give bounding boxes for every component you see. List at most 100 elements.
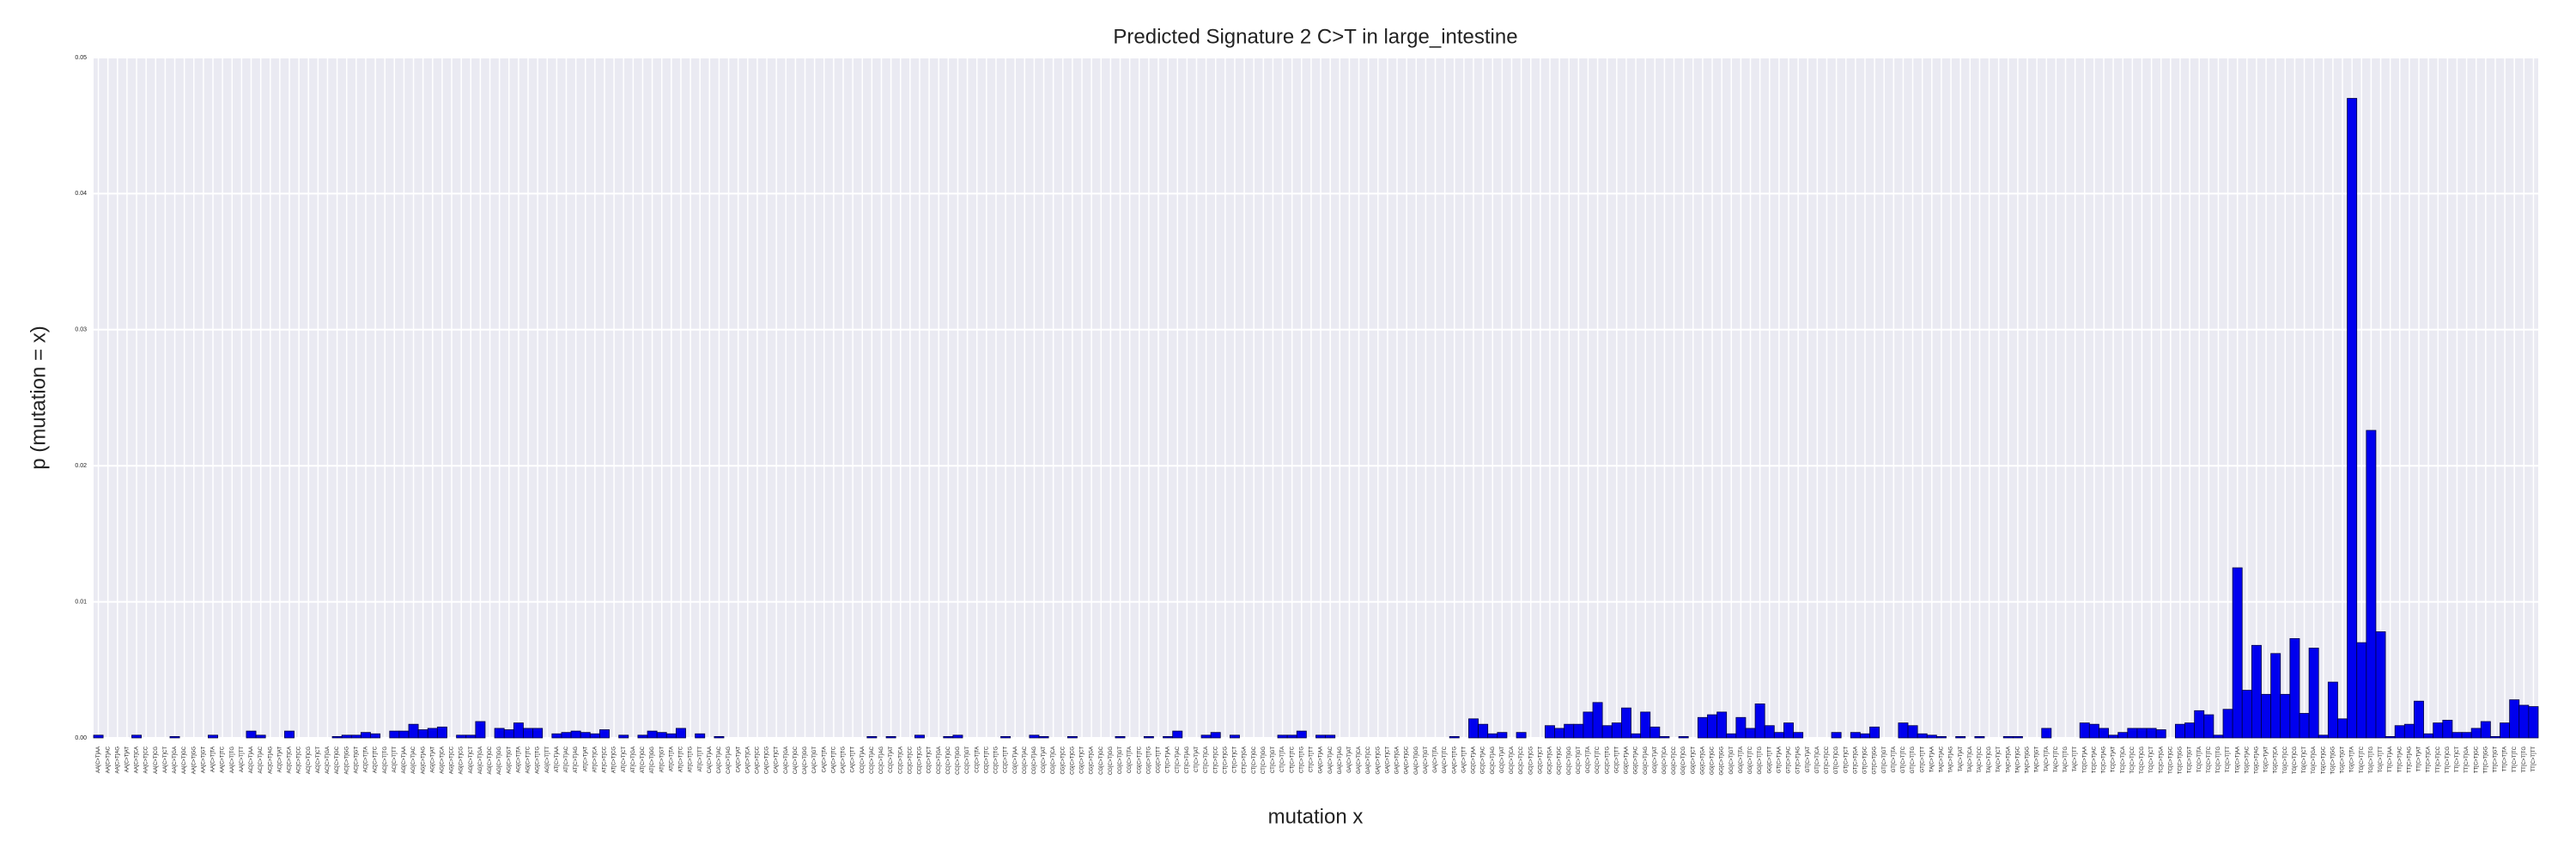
x-tick-label: GA[C>T]GG xyxy=(1414,746,1419,775)
x-tick-label: CG[C>T]AT xyxy=(1042,746,1047,773)
x-tick-label: GG[C>T]TT xyxy=(1767,746,1772,774)
bar xyxy=(341,734,352,739)
bar xyxy=(131,734,143,739)
bar xyxy=(1793,732,1804,739)
x-tick-label: AA[C>T]CC xyxy=(144,746,149,773)
x-tick-label: TA[C>T]CT xyxy=(1996,746,2002,772)
bar xyxy=(2509,699,2520,739)
x-tick-label: GG[C>T]GG xyxy=(1720,746,1725,776)
x-tick-label: AA[C>T]TC xyxy=(221,746,226,773)
bar xyxy=(561,732,572,739)
bar xyxy=(2146,728,2157,739)
x-tick-label: CG[C>T]AG xyxy=(1032,746,1037,775)
bar xyxy=(2308,648,2319,739)
x-tick-label: GG[C>T]CC xyxy=(1672,746,1677,775)
x-tick-label: TG[C>T]CT xyxy=(2302,746,2307,774)
bar xyxy=(2414,700,2424,739)
bar xyxy=(2356,642,2367,739)
x-tick-label: TA[C>T]AT xyxy=(1959,746,1964,772)
bar xyxy=(2127,728,2138,739)
x-tick-label: AG[C>T]TA xyxy=(516,746,521,773)
x-tick-label: AA[C>T]GT xyxy=(201,746,206,774)
bar xyxy=(695,733,706,739)
bar xyxy=(580,732,591,739)
bar xyxy=(2299,713,2310,739)
bar xyxy=(1907,725,1918,739)
x-tick-label: GT[C>T]CT xyxy=(1844,746,1849,774)
x-tick-label: AC[C>T]GG xyxy=(344,746,349,775)
x-tick-label: CG[C>T]GG xyxy=(1109,746,1114,776)
x-tick-label: TA[C>T]TT xyxy=(2073,746,2078,772)
x-tick-label: TC[C>T]GT xyxy=(2188,746,2193,774)
x-tick-label: AC[C>T]TT xyxy=(392,746,398,773)
bar xyxy=(2280,693,2291,739)
x-tick-label: TG[C>T]TA xyxy=(2350,746,2355,772)
bar xyxy=(1230,734,1240,739)
bar xyxy=(570,730,581,739)
x-tick-label: TA[C>T]GA xyxy=(2006,746,2011,773)
bar xyxy=(2423,733,2434,739)
bar xyxy=(1850,732,1861,739)
x-tick-label: CC[C>T]AC xyxy=(870,746,875,774)
x-tick-label: TA[C>T]TA xyxy=(2044,746,2050,771)
x-tick-label: TT[C>T]AA xyxy=(2388,746,2393,772)
bar xyxy=(1869,726,1880,739)
x-tick-label: AA[C>T]AT xyxy=(125,746,131,772)
x-tick-label: CA[C>T]GT xyxy=(812,746,817,774)
x-tick-label: GA[C>T]AG xyxy=(1338,746,1343,775)
x-tick-label: AC[C>T]GC xyxy=(335,746,340,774)
x-tick-label: CG[C>T]AA xyxy=(1013,746,1018,774)
x-tick-label: AG[C>T]CG xyxy=(459,746,465,775)
bar xyxy=(2394,725,2405,739)
x-tick-label: AT[C>T]GA xyxy=(631,746,636,773)
x-tick-label: GT[C>T]CA xyxy=(1815,746,1820,774)
bar xyxy=(618,734,629,739)
x-tick-label: GA[C>T]AA xyxy=(1319,746,1324,774)
x-tick-label: CA[C>T]TC xyxy=(831,746,836,773)
x-tick-label: TG[C>T]TT xyxy=(2379,746,2384,773)
bar xyxy=(1601,725,1613,739)
bar xyxy=(1468,718,1479,739)
x-tick-label: TT[C>T]GG xyxy=(2483,746,2488,774)
bar xyxy=(1545,725,1555,739)
x-tick-label: TT[C>T]GT xyxy=(2494,746,2499,773)
x-tick-label: GC[C>T]AG xyxy=(1491,746,1496,775)
x-tick-label: GG[C>T]AG xyxy=(1643,746,1649,775)
bar xyxy=(1716,711,1728,739)
x-tick-label: TC[C>T]CG xyxy=(2140,746,2145,774)
x-tick-label: TT[C>T]TG xyxy=(2522,746,2527,773)
x-tick-label: GC[C>T]CT xyxy=(1538,746,1543,774)
x-tick-label: CT[C>T]TA xyxy=(1280,746,1285,772)
x-tick-label: TA[C>T]CC xyxy=(1978,746,1983,772)
bar xyxy=(2002,736,2014,739)
x-tick-label: AT[C>T]GG xyxy=(650,746,655,774)
x-tick-label: CG[C>T]TG xyxy=(1146,746,1151,775)
x-tick-label: TG[C>T]GA xyxy=(2312,746,2317,774)
x-tick-label: AT[C>T]AG xyxy=(574,746,579,773)
bar xyxy=(2088,723,2099,739)
x-tick-label: TG[C>T]AC xyxy=(2245,746,2250,773)
bar xyxy=(2337,718,2348,739)
x-tick-label: CA[C>T]GA xyxy=(784,746,789,774)
x-tick-label: AA[C>T]AC xyxy=(106,746,111,773)
y-tick-label: 0.04 xyxy=(75,191,87,197)
x-tick-label: TC[C>T]CC xyxy=(2130,746,2136,773)
bar xyxy=(2241,690,2252,739)
x-tick-label: CT[C>T]GC xyxy=(1252,746,1257,774)
bar xyxy=(1296,730,1307,739)
bar xyxy=(2347,98,2358,739)
x-tick-label: CA[C>T]CC xyxy=(755,746,760,774)
bar xyxy=(1697,716,1708,739)
bar xyxy=(1640,711,1651,739)
x-tick-label: GG[C>T]TC xyxy=(1748,746,1753,774)
bar xyxy=(1620,707,1631,739)
bar xyxy=(1200,734,1212,739)
x-tick-label: TG[C>T]CG xyxy=(2293,746,2298,775)
bar xyxy=(2194,710,2205,739)
bar xyxy=(952,734,963,739)
bar xyxy=(2099,728,2109,739)
x-tick-label: TA[C>T]AA xyxy=(1929,746,1935,772)
bar xyxy=(2366,430,2377,739)
x-tick-label: GA[C>T]AC xyxy=(1328,746,1334,774)
x-tick-label: TG[C>T]CA xyxy=(2274,746,2279,774)
